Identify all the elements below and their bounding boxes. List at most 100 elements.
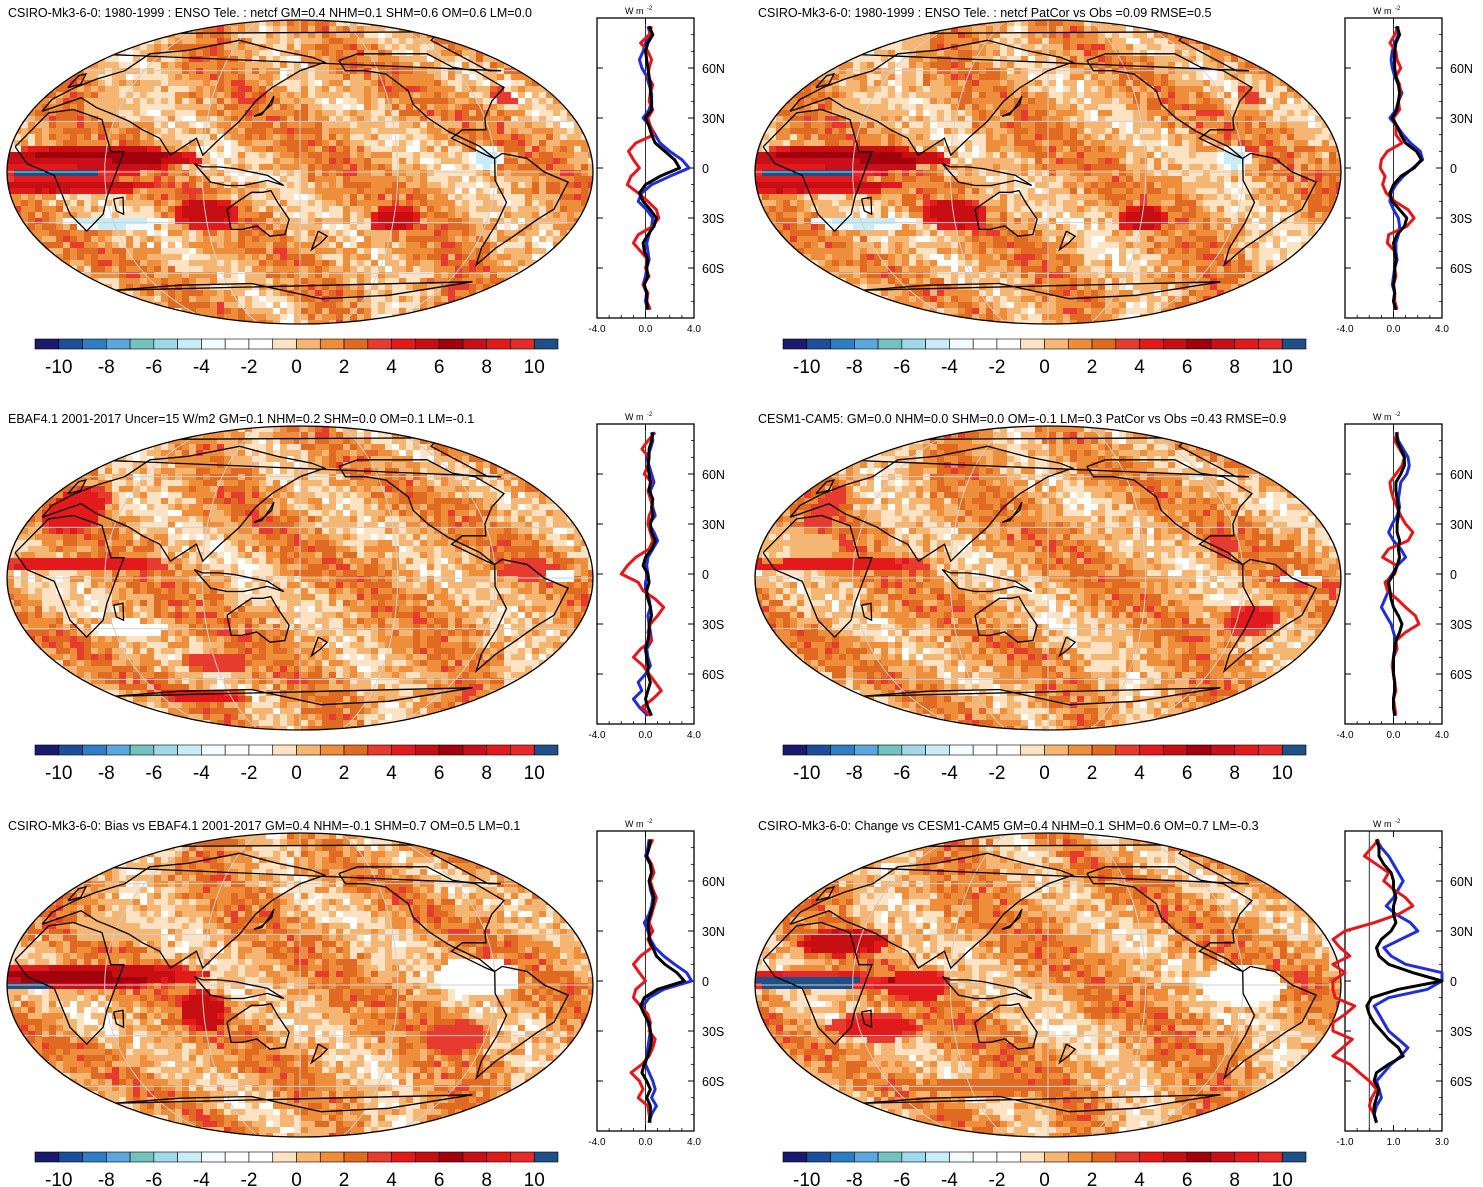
colorbar-swatch: [1091, 1151, 1117, 1163]
colorbar-swatch: [391, 1151, 416, 1163]
colorbar-swatch: [82, 338, 107, 350]
colorbar-swatch: [925, 1151, 950, 1163]
colorbar: -10 -8 -6 -4 -2 0 2 4 6 8 10: [34, 744, 559, 784]
colorbar-tick-label: 8: [481, 1170, 492, 1187]
colorbar-swatch: [1234, 338, 1259, 350]
colorbar-tick-label: 6: [434, 357, 445, 378]
colorbar-tick-label: 10: [1272, 763, 1293, 784]
colorbar-tick-label: -8: [98, 357, 115, 378]
colorbar-tick-label: -10: [45, 763, 72, 784]
colorbar-tick-label: 4: [1134, 1170, 1145, 1187]
map-border: [754, 425, 1342, 731]
colorbar-swatch: [129, 1151, 155, 1163]
colorbar-swatch: [34, 744, 60, 756]
graticule: [7, 833, 593, 1137]
zonal-unit-exponent: -2: [647, 412, 653, 418]
zonal-x-tick-label: 4.0: [687, 1137, 701, 1148]
colorbar-tick-label: 8: [481, 357, 492, 378]
colorbar-tick-label: 2: [1087, 357, 1098, 378]
colorbar-swatch: [972, 1151, 998, 1163]
colorbar-swatch: [925, 744, 950, 756]
colorbar-tick-label: -10: [793, 357, 820, 378]
colorbar-tick-label: 10: [524, 763, 545, 784]
colorbar-tick-label: -8: [846, 763, 863, 784]
panel-3: EBAF4.1 2001-2017 Uncer=15 W/m2 GM=0.1 N…: [6, 412, 725, 784]
colorbar-tick-label: 6: [434, 1170, 445, 1187]
colorbar-swatch: [82, 1151, 107, 1163]
map-border: [754, 832, 1342, 1138]
colorbar-swatch: [1020, 744, 1045, 756]
zonal-lat-tick-label: 30S: [1450, 1025, 1472, 1039]
panel-title: EBAF4.1 2001-2017 Uncer=15 W/m2 GM=0.1 N…: [8, 412, 474, 426]
zonal-lat-tick-label: 0: [702, 162, 709, 176]
colorbar-tick-label: -8: [98, 763, 115, 784]
zonal-unit-exponent: -2: [1395, 6, 1401, 12]
colorbar-swatch: [877, 338, 903, 350]
colorbar-swatch: [58, 338, 83, 350]
colorbar-swatch: [972, 744, 998, 756]
colorbar-swatch: [343, 744, 369, 756]
colorbar-tick-label: 8: [1229, 1170, 1240, 1187]
colorbar-swatch: [949, 744, 974, 756]
colorbar-tick-label: -6: [893, 1170, 910, 1187]
colorbar-swatch: [177, 338, 202, 350]
panel-5: CSIRO-Mk3-6-0: Bias vs EBAF4.1 2001-2017…: [6, 819, 725, 1187]
colorbar-swatch: [533, 338, 559, 350]
zonal-lat-tick-label: 0: [1450, 975, 1457, 989]
colorbar-swatch: [1139, 1151, 1164, 1163]
colorbar-swatch: [1139, 338, 1164, 350]
zonal-mean-plot: W m -2 -4.0 0.0 4.0 60N 30N 0 30S 60S: [588, 6, 725, 335]
zonal-series-model: [1331, 838, 1415, 1124]
zonal-mean-plot: W m -2 -4.0 0.0 4.0 60N 30N 0 30S 60S: [588, 412, 725, 741]
colorbar-swatch: [224, 338, 250, 350]
colorbar-tick-label: -6: [145, 1170, 162, 1187]
colorbar-swatch: [343, 338, 369, 350]
colorbar-swatch: [854, 1151, 879, 1163]
zonal-x-tick-label: -4.0: [588, 730, 606, 741]
colorbar-swatch: [319, 1151, 345, 1163]
zonal-mean-plot: W m -2 -1.0 1.0 3.0 60N 30N 0 30S 60S: [1331, 819, 1473, 1148]
zonal-lat-tick-label: 30N: [702, 112, 725, 126]
colorbar-swatch: [1067, 1151, 1093, 1163]
colorbar-swatch: [106, 338, 131, 350]
colorbar-tick-label: 0: [291, 357, 302, 378]
zonal-unit-label: W m: [1373, 6, 1392, 16]
colorbar-swatch: [949, 1151, 974, 1163]
colorbar-swatch: [1163, 1151, 1188, 1163]
zonal-x-tick-label: 4.0: [1435, 324, 1449, 335]
colorbar-tick-label: -8: [846, 1170, 863, 1187]
colorbar-tick-label: 2: [1087, 763, 1098, 784]
colorbar-tick-label: 10: [1272, 1170, 1293, 1187]
colorbar-tick-label: 4: [1134, 357, 1145, 378]
colorbar-swatch: [972, 338, 998, 350]
colorbar-swatch: [901, 744, 926, 756]
colorbar-tick-label: -6: [145, 763, 162, 784]
colorbar-swatch: [486, 744, 511, 756]
colorbar-swatch: [1091, 744, 1117, 756]
colorbar-tick-label: 6: [434, 763, 445, 784]
colorbar-swatch: [949, 338, 974, 350]
colorbar-swatch: [34, 338, 60, 350]
colorbar-swatch: [438, 338, 464, 350]
zonal-x-tick-label: 4.0: [687, 730, 701, 741]
colorbar-swatch: [996, 338, 1022, 350]
map-border: [6, 425, 594, 731]
zonal-lat-tick-label: 60S: [702, 1075, 724, 1089]
colorbar-tick-label: 10: [524, 1170, 545, 1187]
colorbar-swatch: [996, 744, 1022, 756]
map-field: [755, 20, 1341, 324]
zonal-lat-tick-label: 0: [702, 975, 709, 989]
zonal-unit-label: W m: [1373, 819, 1392, 829]
zonal-lat-tick-label: 60N: [702, 875, 725, 889]
colorbar-tick-label: 2: [339, 357, 350, 378]
colorbar-swatch: [1210, 744, 1235, 756]
panel-4: CESM1-CAM5: GM=0.0 NHM=0.0 SHM=0.0 OM=-0…: [754, 412, 1473, 784]
colorbar-tick-label: -10: [45, 357, 72, 378]
colorbar-swatch: [1186, 1151, 1212, 1163]
zonal-lat-tick-label: 0: [702, 568, 709, 582]
colorbar-swatch: [877, 744, 903, 756]
colorbar-swatch: [177, 744, 202, 756]
colorbar: -10 -8 -6 -4 -2 0 2 4 6 8 10: [34, 1151, 559, 1187]
colorbar-swatch: [224, 1151, 250, 1163]
